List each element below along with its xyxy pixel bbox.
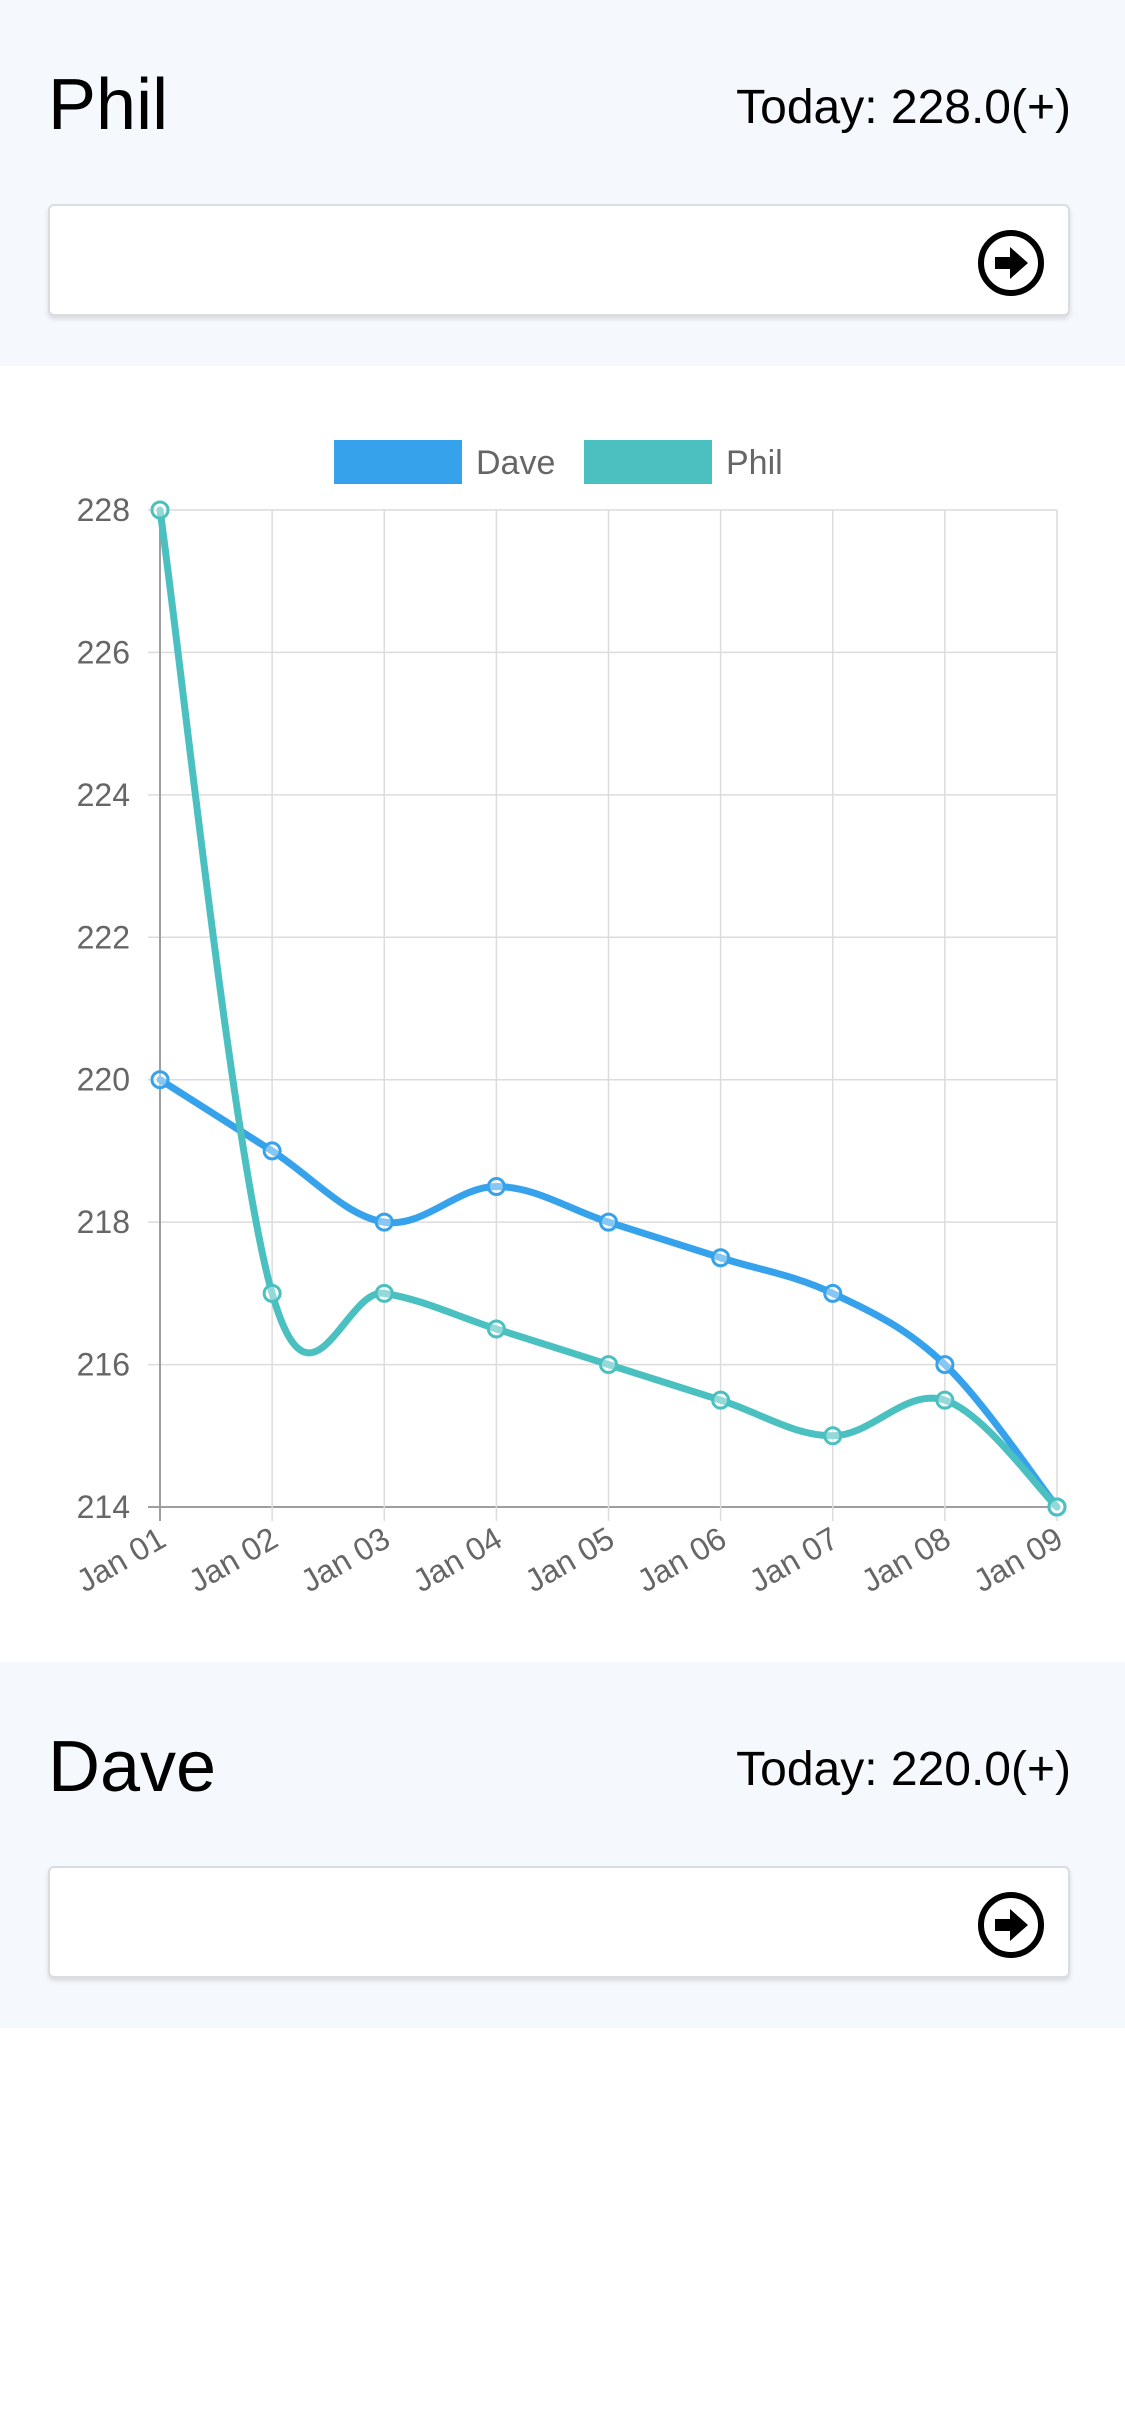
- dave-entry-box: [48, 1866, 1070, 1978]
- y-tick-label: 216: [77, 1347, 130, 1383]
- y-tick-label: 218: [77, 1204, 130, 1240]
- y-tick-label: 220: [77, 1062, 130, 1098]
- legend-label-dave: Dave: [476, 444, 555, 482]
- x-tick-label: Jan 08: [855, 1520, 956, 1599]
- dave-weight-input[interactable]: [70, 1878, 974, 1968]
- legend-swatch-dave: [334, 440, 462, 484]
- x-tick-label: Jan 06: [631, 1520, 732, 1599]
- x-tick-label: Jan 07: [743, 1520, 844, 1599]
- legend-label-phil: Phil: [726, 444, 783, 482]
- weight-chart: 214 216 218 220 222 224 226 228 Jan 01 Jan 02 Jan …: [0, 366, 1125, 1662]
- phil-weight-input[interactable]: [70, 216, 974, 306]
- data-point-phil: [711, 1390, 731, 1410]
- phil-today-value: Today: 228.0(+): [736, 81, 1071, 134]
- phil-card: Phil Today: 228.0(+): [0, 0, 1125, 366]
- dave-today-value: Today: 220.0(+): [736, 1743, 1071, 1796]
- data-point-phil: [599, 1355, 618, 1375]
- x-tick-label: Jan 09: [967, 1520, 1068, 1599]
- data-point-dave: [823, 1283, 843, 1303]
- dave-name: Dave: [48, 1727, 217, 1807]
- arrow-right-circle-icon: [978, 230, 1044, 296]
- data-point-phil: [486, 1319, 506, 1339]
- y-tick-label: 222: [77, 919, 130, 955]
- y-tick-label: 226: [77, 634, 130, 670]
- data-point-dave: [599, 1212, 618, 1232]
- data-point-phil: [374, 1283, 394, 1303]
- series-line-phil: [156, 506, 1061, 1511]
- data-point-dave: [711, 1248, 731, 1268]
- phil-submit-button[interactable]: [976, 228, 1046, 298]
- x-tick-label: Jan 02: [182, 1520, 283, 1599]
- y-tick-label: 214: [77, 1489, 130, 1525]
- dave-card: Dave Today: 220.0(+): [0, 1662, 1125, 2028]
- series-line-dave: [156, 1076, 1061, 1511]
- data-point-phil: [935, 1390, 955, 1410]
- y-tick-label: 228: [77, 492, 130, 528]
- data-point-dave: [150, 1070, 170, 1090]
- phil-name: Phil: [48, 65, 169, 145]
- data-point-dave: [935, 1355, 955, 1375]
- x-tick-label: Jan 03: [295, 1520, 396, 1599]
- data-point-phil: [150, 500, 170, 520]
- phil-entry-box: [48, 204, 1070, 316]
- dave-submit-button[interactable]: [976, 1890, 1046, 1960]
- data-point-phil: [262, 1283, 282, 1303]
- data-point-phil: [823, 1426, 843, 1446]
- data-point-phil: [1047, 1497, 1067, 1517]
- data-point-dave: [262, 1141, 282, 1161]
- x-tick-label: Jan 05: [519, 1520, 620, 1599]
- data-point-dave: [486, 1177, 506, 1197]
- legend-swatch-phil: [584, 440, 712, 484]
- x-tick-label: Jan 04: [407, 1520, 508, 1599]
- arrow-right-circle-icon: [978, 1892, 1044, 1958]
- y-tick-label: 224: [77, 777, 130, 813]
- x-tick-label: Jan 01: [70, 1520, 171, 1599]
- data-point-dave: [374, 1212, 394, 1232]
